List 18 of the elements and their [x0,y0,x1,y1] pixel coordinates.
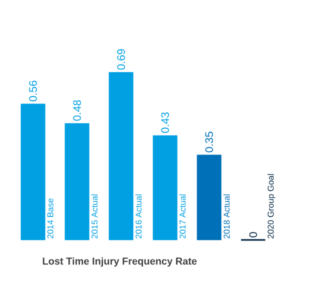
x-tick-label: 2015 Actual [91,194,98,238]
bar [108,72,134,240]
x-tick-label: 2018 Actual [223,194,230,238]
text: Lost Time Injury Frequency Rate [42,257,197,267]
x-tick-label: 2017 Actual [179,194,186,238]
data-label: 0.35 [205,132,214,152]
bar [20,104,46,240]
bar [196,154,222,240]
data-label: 0.48 [73,100,81,121]
data-label: 0.69 [117,49,125,70]
data-label: 0 [249,232,258,238]
x-tick-label: 2020 Group Goal [267,174,276,238]
data-label: 0.56 [29,80,37,102]
data-label: 0.43 [161,112,169,133]
bar [64,123,90,240]
x-tick-label: 2016 Actual [135,194,142,238]
x-tick-label: 2014 Base [47,198,54,238]
bar [152,135,178,240]
